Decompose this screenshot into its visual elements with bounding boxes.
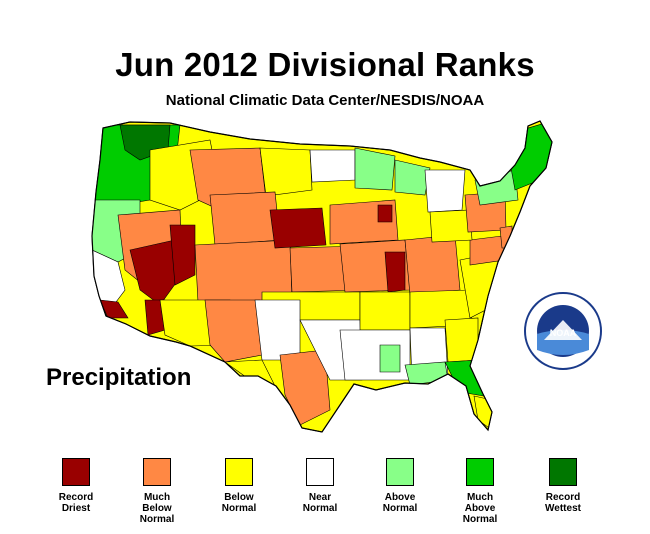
noaa-logo-text: NOAA (550, 328, 577, 338)
legend-item-above-normal: Above Normal (365, 458, 435, 514)
region-wyoming-orange (209, 191, 281, 246)
legend-item-near-normal: Near Normal (285, 458, 355, 514)
legend-item-much-below-normal: Much Below Normal (122, 458, 192, 525)
region-arkansas-yellow (359, 291, 411, 331)
region-montana-east-yellow (259, 147, 313, 197)
us-outline (91, 120, 553, 433)
legend-label: Much Below Normal (139, 492, 175, 525)
map-title: Jun 2012 Divisional Ranks (115, 46, 535, 83)
region-nevada-record-dry (129, 239, 179, 306)
legend-swatch (62, 458, 90, 486)
map-subtitle: National Climatic Data Center/NESDIS/NOA… (165, 92, 485, 109)
legend-swatch (225, 458, 253, 486)
region-florida-much-above (444, 359, 485, 397)
legend-item-record-driest: Record Driest (41, 458, 111, 514)
region-minnesota-above (354, 147, 396, 191)
legend-label: Below Normal (221, 492, 257, 514)
region-new-york-above (474, 169, 519, 206)
legend-item-much-above-normal: Much Above Normal (445, 458, 515, 525)
legend-item-below-normal: Below Normal (204, 458, 274, 514)
region-nebraska-record-dry (269, 207, 327, 249)
legend-swatch (143, 458, 171, 486)
region-utah-record-dry (169, 224, 196, 286)
region-wisconsin-above (394, 159, 431, 196)
legend-item-record-wettest: Record Wettest (528, 458, 598, 514)
region-indiana-ohio-yellow (429, 209, 473, 243)
region-socal-record-dry (99, 299, 129, 319)
region-illinois-record-dry (384, 251, 406, 293)
region-michigan-white (424, 169, 466, 213)
legend-swatch (306, 458, 334, 486)
legend-label: Above Normal (382, 492, 418, 514)
region-florida-panhandle-above (404, 361, 449, 386)
variable-label: Precipitation (46, 364, 192, 391)
legend-label: Near Normal (302, 492, 338, 514)
legend-swatch (386, 458, 414, 486)
region-ohio-valley-orange (404, 234, 461, 296)
climate-divisions (91, 120, 553, 433)
region-texas-north-white (254, 299, 301, 361)
region-new-mexico-orange (204, 299, 263, 363)
region-iowa-record-dry (377, 204, 393, 223)
legend-swatch (549, 458, 577, 486)
region-mississippi-above (379, 344, 401, 373)
legend-label: Much Above Normal (462, 492, 498, 525)
region-north-dakota (309, 149, 356, 183)
legend-label: Record Wettest (545, 492, 581, 514)
legend-label: Record Driest (58, 492, 94, 514)
legend-swatch (466, 458, 494, 486)
noaa-logo: NOAA (524, 292, 602, 370)
